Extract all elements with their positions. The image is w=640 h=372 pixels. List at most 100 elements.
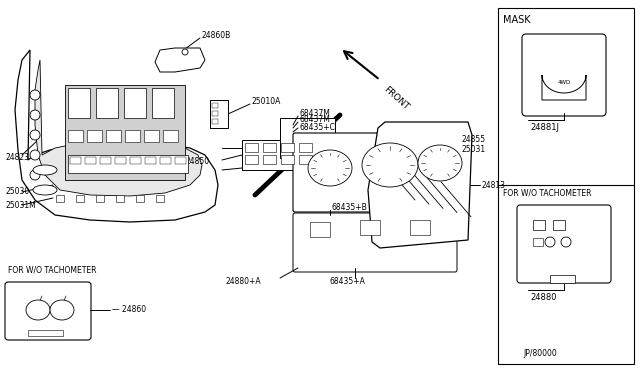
Circle shape	[561, 237, 571, 247]
Bar	[28, 330, 63, 336]
Bar	[85, 157, 96, 164]
Bar	[263, 155, 276, 164]
Ellipse shape	[26, 300, 50, 320]
Text: 25030: 25030	[5, 187, 29, 196]
Text: 24860P: 24860P	[155, 144, 184, 153]
Bar	[212, 119, 218, 124]
Bar	[125, 130, 140, 142]
Bar	[106, 130, 121, 142]
Bar	[144, 130, 159, 142]
Bar	[281, 143, 294, 152]
FancyBboxPatch shape	[5, 282, 91, 340]
Circle shape	[30, 90, 40, 100]
Ellipse shape	[33, 165, 57, 175]
Bar	[281, 155, 294, 164]
FancyBboxPatch shape	[522, 34, 606, 116]
Text: FOR W/O TACHOMETER: FOR W/O TACHOMETER	[8, 266, 97, 275]
Bar	[87, 130, 102, 142]
Text: FRONT: FRONT	[382, 85, 411, 112]
Text: 4WD: 4WD	[557, 80, 571, 84]
Bar	[245, 155, 258, 164]
Polygon shape	[15, 50, 218, 222]
Text: 25031M: 25031M	[5, 201, 36, 209]
Bar	[212, 111, 218, 116]
Circle shape	[182, 49, 188, 55]
Bar	[212, 103, 218, 108]
Bar	[65, 85, 185, 180]
Bar	[242, 140, 320, 170]
Bar	[210, 100, 228, 128]
Bar	[550, 275, 575, 283]
Polygon shape	[155, 48, 205, 72]
Text: 24850: 24850	[185, 157, 209, 167]
Bar	[533, 238, 543, 246]
Text: 68437M: 68437M	[300, 115, 331, 125]
Text: 24880: 24880	[530, 294, 557, 302]
Bar	[115, 157, 126, 164]
Circle shape	[30, 130, 40, 140]
Bar	[96, 88, 118, 118]
Bar	[116, 195, 124, 202]
Circle shape	[30, 150, 40, 160]
Bar	[68, 130, 83, 142]
Text: 68435+B: 68435+B	[332, 202, 368, 212]
Circle shape	[30, 170, 40, 180]
Text: 68437M: 68437M	[300, 109, 331, 118]
FancyBboxPatch shape	[517, 205, 611, 283]
Bar	[263, 143, 276, 152]
Bar	[498, 8, 634, 364]
Bar	[163, 130, 178, 142]
Bar	[553, 220, 565, 230]
Bar	[160, 157, 171, 164]
Text: 25031: 25031	[462, 145, 486, 154]
Bar	[76, 195, 84, 202]
Text: 24823: 24823	[5, 154, 29, 163]
Text: 25010A: 25010A	[252, 96, 282, 106]
Bar	[70, 157, 81, 164]
Text: 24895N: 24895N	[155, 166, 185, 174]
Bar	[156, 195, 164, 202]
Polygon shape	[542, 75, 586, 100]
Text: FOR W/O TACHOMETER: FOR W/O TACHOMETER	[503, 189, 591, 198]
Bar	[280, 118, 335, 158]
Circle shape	[30, 110, 40, 120]
Text: 24855: 24855	[462, 135, 486, 144]
Ellipse shape	[362, 143, 418, 187]
Bar	[299, 143, 312, 152]
Bar	[175, 157, 186, 164]
Bar	[145, 157, 156, 164]
Bar	[130, 157, 141, 164]
Bar	[96, 195, 104, 202]
Bar	[152, 88, 174, 118]
Polygon shape	[35, 60, 202, 196]
Bar	[533, 220, 545, 230]
Bar	[360, 220, 380, 235]
Text: 24881J: 24881J	[530, 124, 559, 132]
FancyBboxPatch shape	[293, 213, 457, 272]
Bar	[410, 220, 430, 235]
Bar	[68, 155, 188, 173]
Bar	[310, 222, 330, 237]
Bar	[245, 143, 258, 152]
Ellipse shape	[50, 300, 74, 320]
Ellipse shape	[33, 185, 57, 195]
Polygon shape	[368, 122, 472, 248]
Bar	[299, 155, 312, 164]
Bar	[100, 157, 111, 164]
Text: 68435+A: 68435+A	[330, 278, 366, 286]
Text: 24860B: 24860B	[202, 31, 231, 39]
Ellipse shape	[308, 150, 352, 186]
FancyBboxPatch shape	[293, 133, 457, 212]
Text: MASK: MASK	[503, 15, 531, 25]
Text: 24813: 24813	[482, 180, 506, 189]
Text: 68435+C: 68435+C	[300, 122, 336, 131]
Text: — 24860: — 24860	[112, 305, 146, 314]
Bar	[56, 195, 64, 202]
Circle shape	[545, 237, 555, 247]
Text: 24880+A: 24880+A	[225, 278, 260, 286]
Bar	[136, 195, 144, 202]
Bar	[124, 88, 146, 118]
Ellipse shape	[418, 145, 462, 181]
Text: JP/80000: JP/80000	[523, 349, 557, 357]
Bar	[68, 88, 90, 118]
